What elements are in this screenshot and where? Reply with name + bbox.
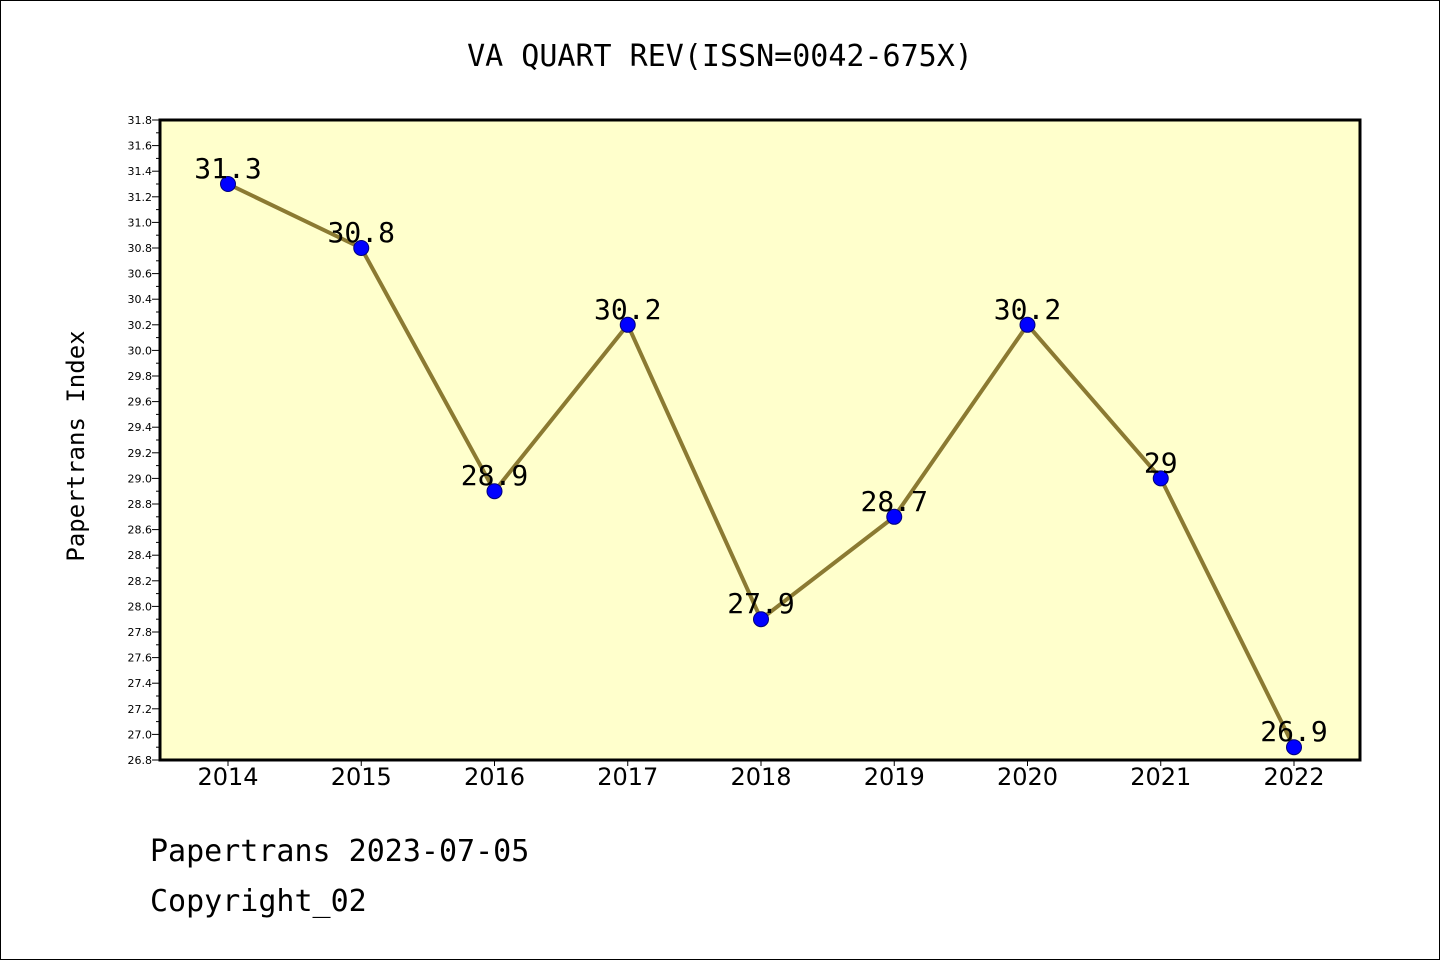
- y-tick-label: 28.6: [128, 524, 153, 537]
- y-tick-label: 31.8: [128, 114, 153, 127]
- y-tick-label: 28.2: [128, 575, 153, 588]
- y-tick-label: 26.8: [128, 754, 153, 767]
- data-label: 27.9: [727, 587, 794, 620]
- x-tick-label: 2016: [464, 763, 525, 791]
- data-point: [1286, 739, 1302, 756]
- x-tick-label: 2018: [730, 763, 791, 791]
- y-tick-label: 31.6: [128, 140, 153, 153]
- y-tick-label: 30.2: [128, 319, 153, 332]
- data-label: 29: [1144, 446, 1178, 479]
- footer-date: Papertrans 2023-07-05: [150, 834, 530, 869]
- plot-border: [158, 118, 1362, 762]
- y-tick-label: 30.0: [128, 344, 153, 357]
- data-labels: 31.3 30.8 28.9 30.2 27.9 28.7 30.2 29 26.9: [194, 152, 1327, 748]
- y-tick-label: 30.4: [128, 293, 153, 306]
- y-tick-label: 29.6: [128, 396, 153, 409]
- y-tick-label: 31.0: [128, 216, 153, 229]
- y-tick-label: 30.8: [128, 242, 153, 255]
- y-axis: 26.8 27.0 27.2 27.4 27.6 27.8 28.0 28.2 28.4 28.6…: [128, 114, 160, 767]
- data-point: [619, 316, 636, 333]
- x-tick-label: 2014: [197, 763, 258, 791]
- series-markers: [220, 176, 1302, 756]
- data-label: 28.9: [461, 459, 528, 492]
- y-tick-label: 28.0: [128, 600, 153, 613]
- footer-copyright: Copyright_02: [150, 884, 367, 919]
- y-tick-label: 27.8: [128, 626, 153, 639]
- y-tick-label: 27.0: [128, 728, 153, 741]
- x-tick-label: 2019: [864, 763, 925, 791]
- y-tick-label: 27.6: [128, 652, 153, 665]
- data-point: [886, 508, 903, 525]
- y-tick-label: 28.4: [128, 549, 153, 562]
- x-tick-label: 2015: [331, 763, 392, 791]
- data-label: 28.7: [861, 485, 928, 518]
- data-point: [353, 240, 370, 256]
- data-label: 26.9: [1260, 715, 1327, 748]
- data-label: 30.2: [994, 293, 1061, 326]
- x-tick-label: 2020: [997, 763, 1058, 791]
- y-tick-label: 29.8: [128, 370, 153, 383]
- chart-title: VA QUART REV(ISSN=0042-675X): [467, 39, 973, 74]
- y-tick-label: 29.0: [128, 472, 153, 485]
- x-axis: 2014 2015 2016 2017 2018 2019 2020 2021 2022: [197, 760, 1325, 791]
- data-label: 31.3: [194, 152, 261, 185]
- y-tick-label: 27.4: [128, 677, 153, 690]
- x-tick-label: 2017: [597, 763, 658, 791]
- data-point: [753, 611, 769, 628]
- y-tick-label: 31.4: [128, 165, 153, 178]
- data-point: [1152, 470, 1169, 487]
- y-tick-label: 30.6: [128, 268, 153, 281]
- data-label: 30.2: [594, 293, 661, 326]
- y-tick-label: 27.2: [128, 703, 153, 716]
- data-point: [486, 483, 503, 500]
- y-axis-label: Papertrans Index: [62, 330, 90, 561]
- y-tick-label: 31.2: [128, 191, 153, 204]
- x-tick-label: 2021: [1130, 763, 1191, 791]
- data-label: 30.8: [328, 216, 395, 249]
- x-tick-label: 2022: [1263, 763, 1324, 791]
- data-point: [1019, 316, 1036, 333]
- y-tick-label: 29.4: [128, 421, 153, 434]
- plot-area: [160, 120, 1360, 760]
- y-tick-label: 28.8: [128, 498, 153, 511]
- y-tick-label: 29.2: [128, 447, 153, 460]
- data-point: [220, 176, 236, 192]
